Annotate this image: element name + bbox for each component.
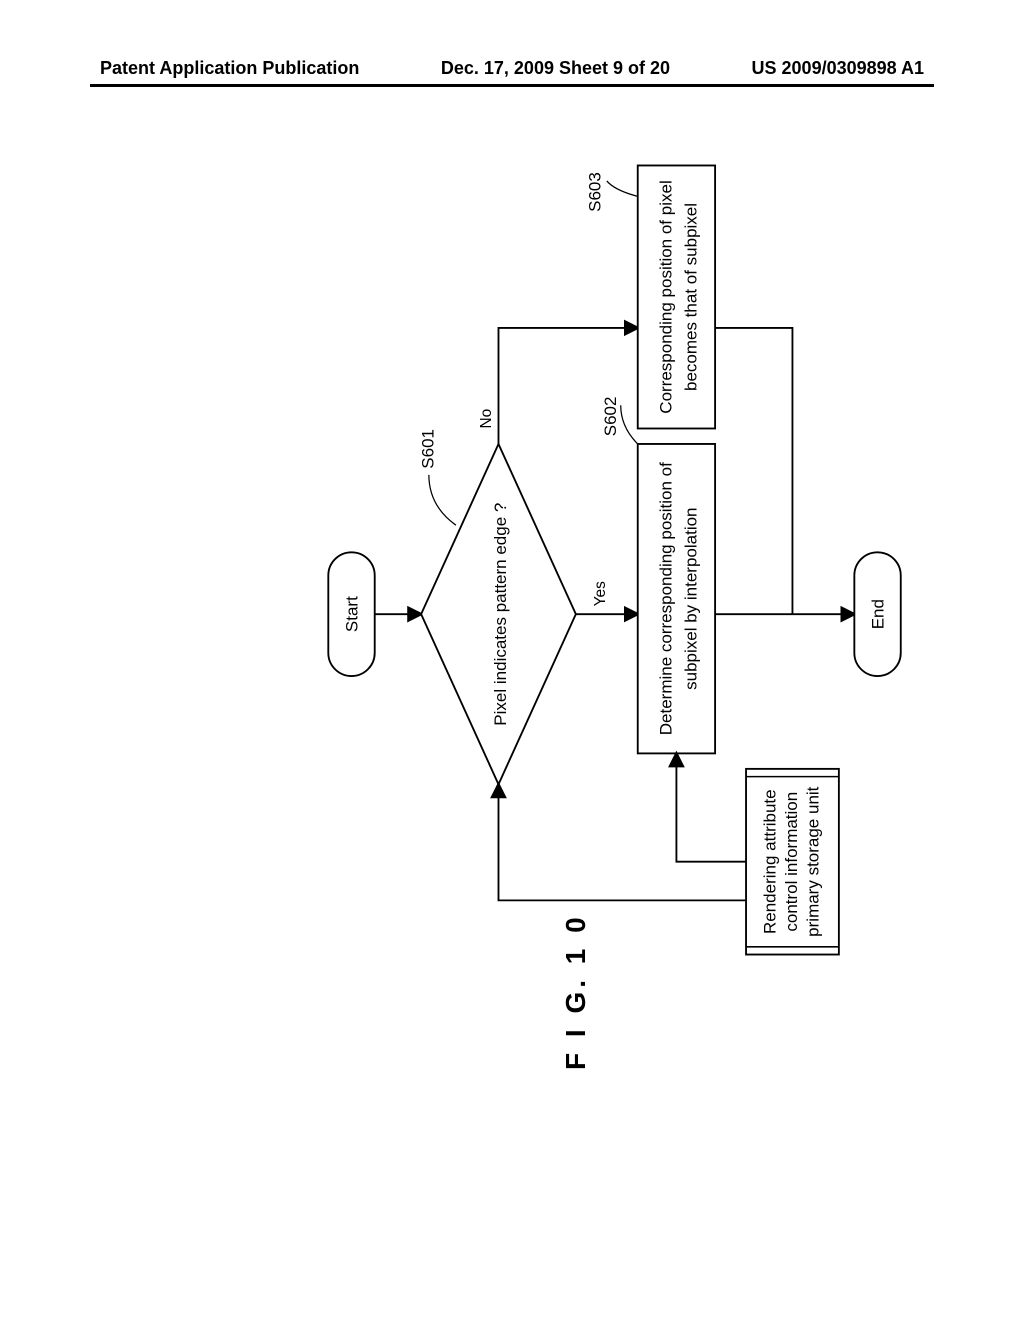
leader-s602 xyxy=(621,405,638,444)
start-label: Start xyxy=(343,596,362,632)
step-s602: Determine corresponding position of subp… xyxy=(638,444,715,753)
header-rule xyxy=(90,84,934,87)
s602-line1: Determine corresponding position of xyxy=(657,462,676,735)
figure-label: F I G. 1 0 xyxy=(560,913,592,1070)
s603-line2: becomes that of subpixel xyxy=(681,203,700,391)
step-s603: Corresponding position of pixel becomes … xyxy=(638,165,715,428)
page: Patent Application Publication Dec. 17, … xyxy=(0,0,1024,1320)
storage-line1: Rendering attribute xyxy=(760,789,779,934)
s602-line2: subpixel by interpolation xyxy=(681,507,700,689)
ref-s603: S603 xyxy=(586,172,605,212)
end-label: End xyxy=(869,599,888,629)
no-label: No xyxy=(478,409,495,429)
end-node: End xyxy=(854,552,900,676)
header-center: Dec. 17, 2009 Sheet 9 of 20 xyxy=(441,58,670,79)
header-left: Patent Application Publication xyxy=(100,58,359,79)
ref-s601: S601 xyxy=(419,429,438,469)
storage-line3: primary storage unit xyxy=(804,786,823,937)
flowchart: Start Pixel indicates pattern edge ? S60… xyxy=(100,150,1024,970)
header-right: US 2009/0309898 A1 xyxy=(752,58,924,79)
leader-s603 xyxy=(607,181,638,196)
storage-line2: control information xyxy=(782,792,801,932)
s603-line1: Corresponding position of pixel xyxy=(657,180,676,413)
edge-storage-s602 xyxy=(676,753,746,861)
decision-node: Pixel indicates pattern edge ? xyxy=(421,444,576,784)
ref-s602: S602 xyxy=(601,397,620,437)
decision-label: Pixel indicates pattern edge ? xyxy=(491,503,510,726)
start-node: Start xyxy=(328,552,374,676)
edge-s603-merge xyxy=(715,328,792,614)
storage-node: Rendering attribute control information … xyxy=(746,769,839,955)
edge-storage-dec xyxy=(498,784,746,900)
leader-s601 xyxy=(429,475,456,525)
page-header: Patent Application Publication Dec. 17, … xyxy=(0,58,1024,79)
yes-label: Yes xyxy=(592,581,609,607)
